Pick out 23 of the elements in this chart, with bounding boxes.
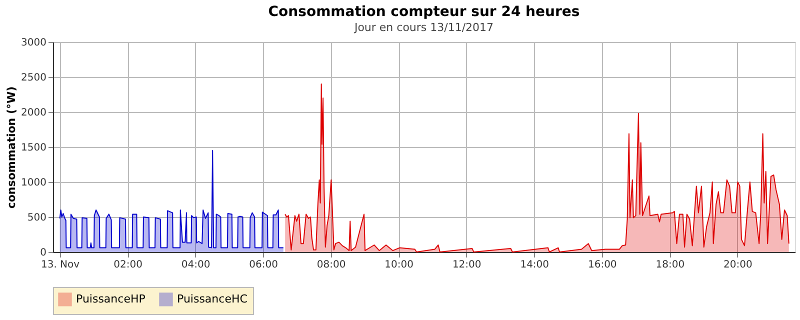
legend-label: PuissanceHP [76, 292, 146, 306]
x-tick-label: 20:00 [723, 260, 752, 270]
chart-subtitle: Jour en cours 13/11/2017 [353, 21, 494, 34]
x-tick-label: 14:00 [520, 260, 550, 270]
y-tick-label: 0 [40, 248, 46, 258]
y-tick-label: 2500 [21, 72, 46, 84]
x-tick-label: 16:00 [588, 260, 617, 270]
x-tick-label: 13. Nov [40, 260, 80, 270]
y-tick-label: 1000 [21, 178, 46, 188]
y-axis-title: consommation (°W) [5, 86, 18, 209]
x-tick-label: 12:00 [452, 260, 482, 270]
y-tick-label: 3000 [21, 38, 46, 48]
x-tick-label: 10:00 [384, 260, 414, 270]
x-tick-label: 08:00 [316, 260, 346, 270]
x-tick-label: 18:00 [656, 260, 685, 270]
y-tick-label: 1500 [21, 142, 46, 154]
x-tick-label: 04:00 [181, 260, 210, 270]
legend-label: PuissanceHC [177, 292, 248, 306]
x-tick-label: 06:00 [249, 260, 278, 270]
y-tick-label: 2000 [21, 108, 46, 118]
x-tick-label: 02:00 [114, 260, 142, 270]
chart-title: Consommation compteur sur 24 heures [268, 4, 580, 20]
y-tick-label: 500 [27, 212, 46, 224]
